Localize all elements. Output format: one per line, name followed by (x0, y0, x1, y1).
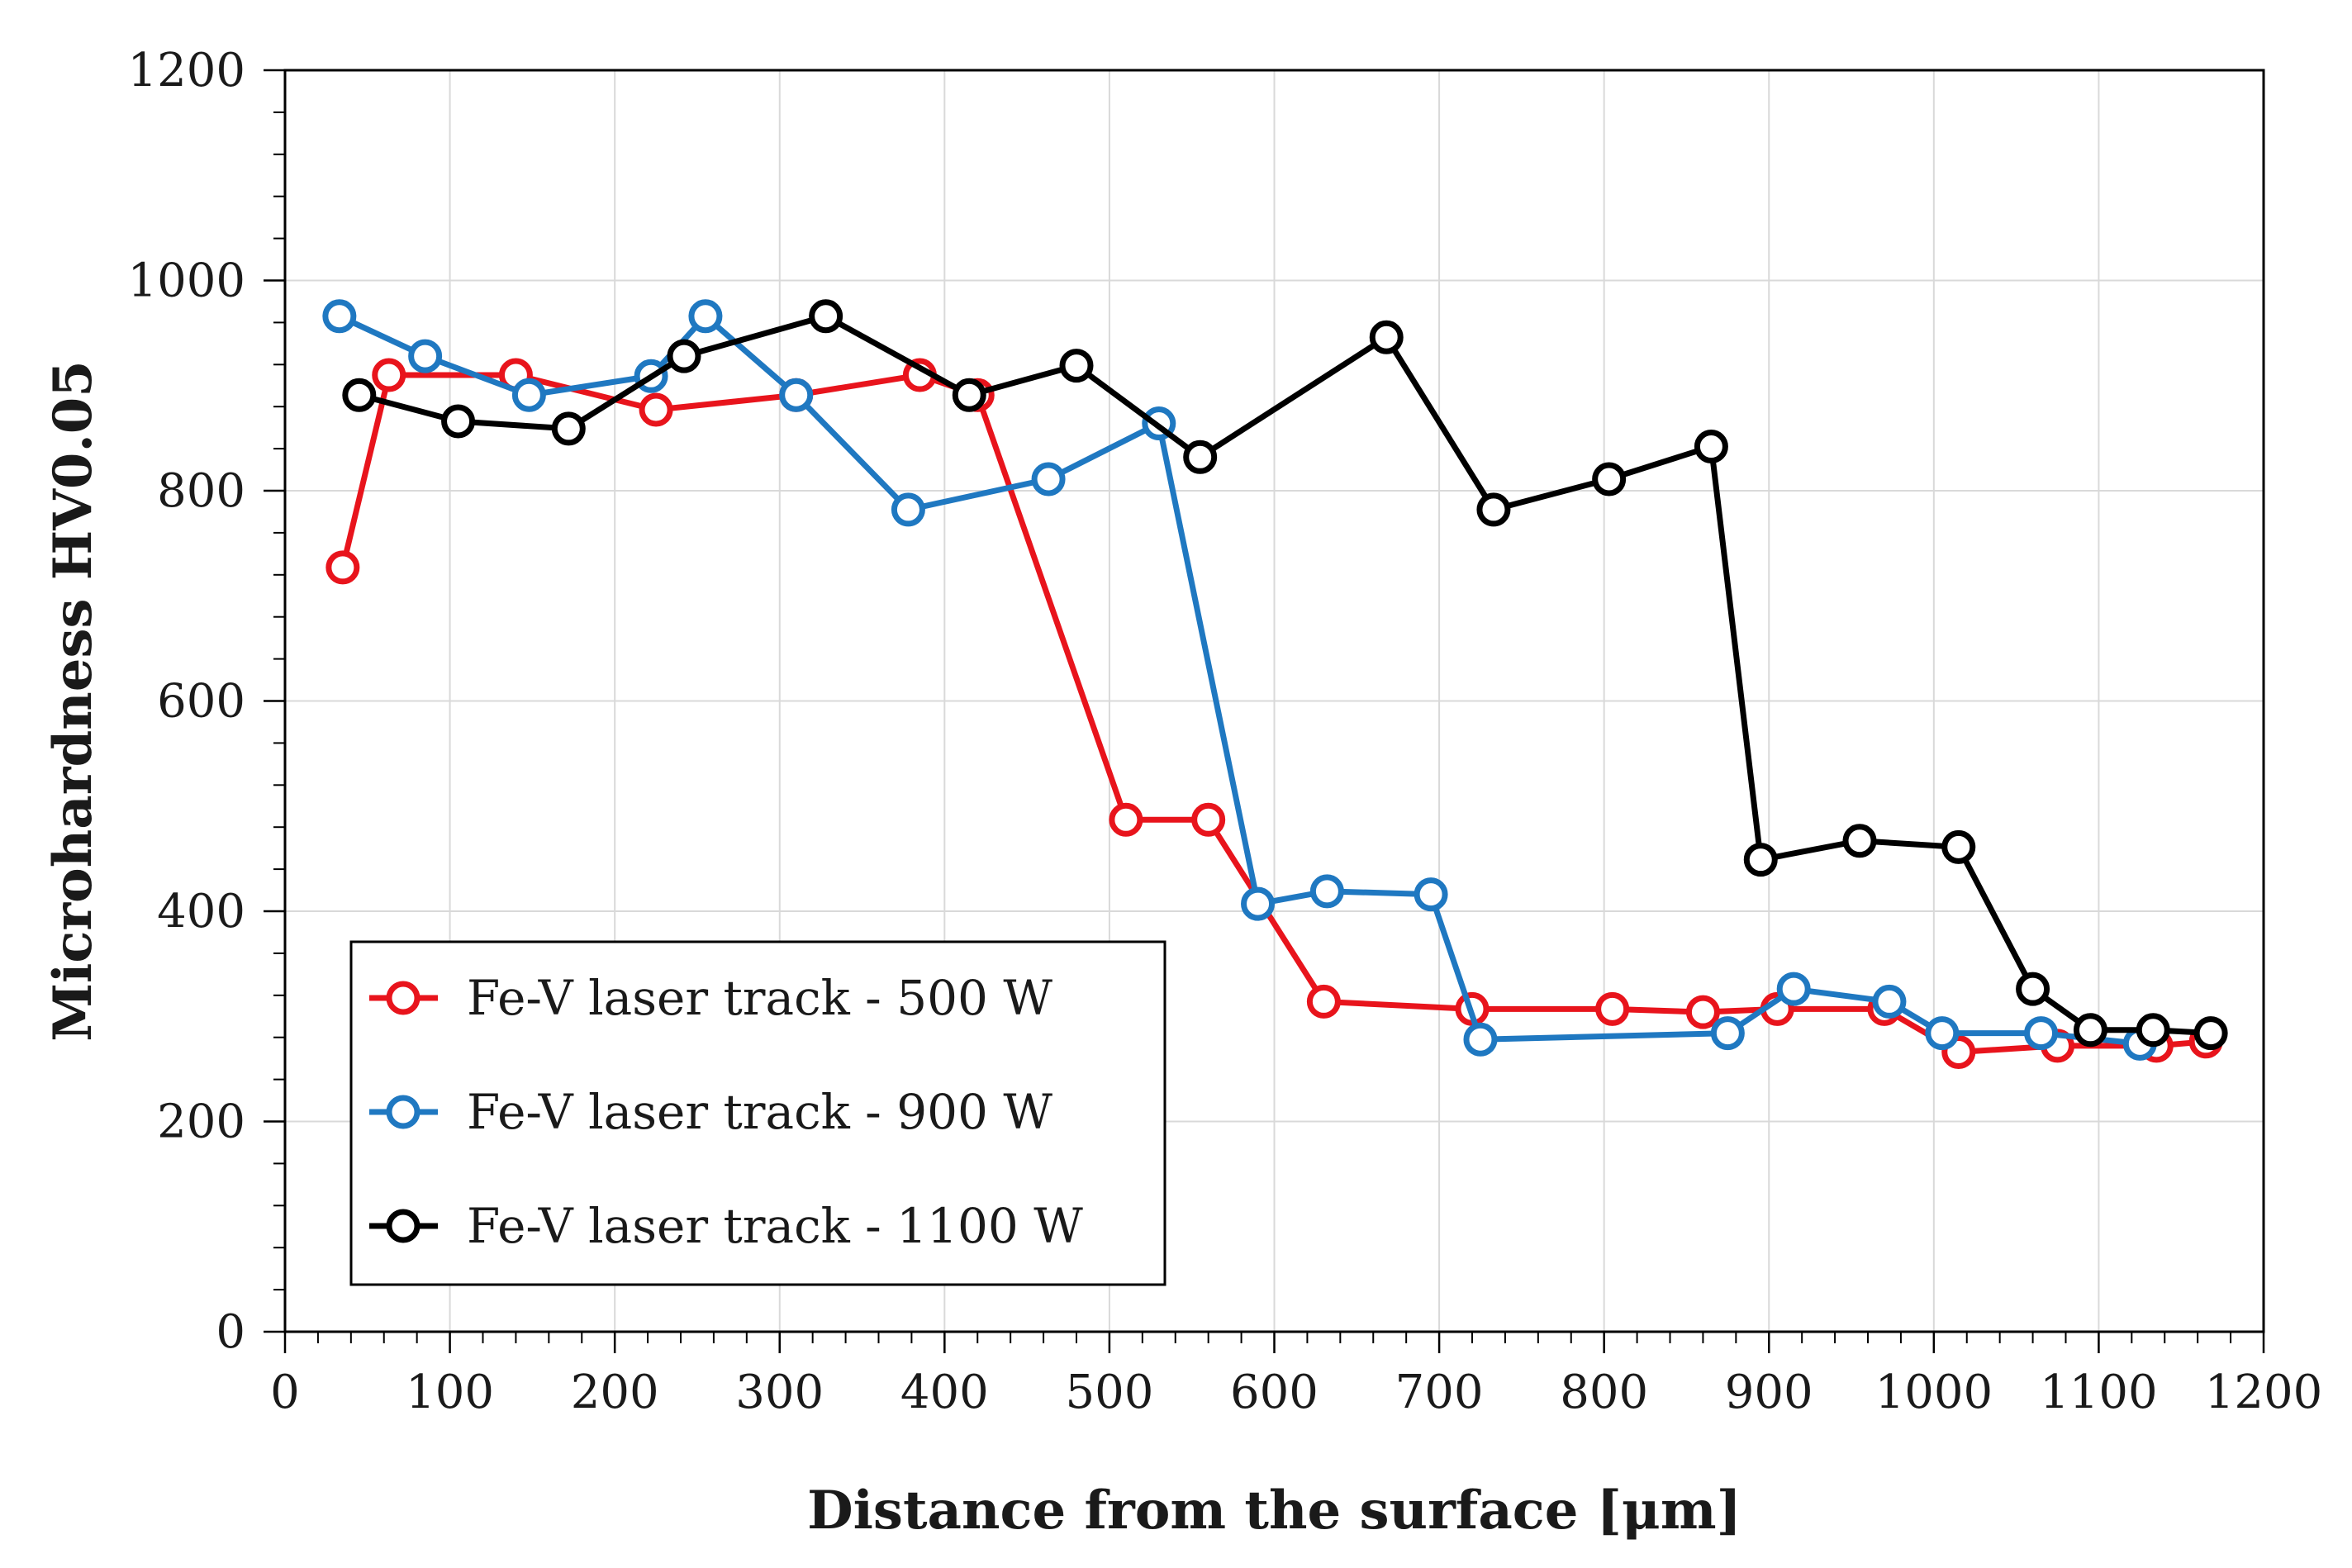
data-point (2193, 1016, 2228, 1051)
axes (283, 69, 2265, 1333)
legend-entry: Fe-V laser track - 1100 W (369, 1198, 1083, 1254)
data-point (1306, 984, 1341, 1019)
data-point (1694, 430, 1728, 464)
data-point (639, 392, 673, 427)
data-point (1183, 440, 1218, 474)
data-point (1414, 877, 1448, 912)
x-tick-label: 1200 (2205, 1366, 2323, 1419)
x-tick-label: 100 (406, 1366, 494, 1419)
x-tick-label: 900 (1725, 1366, 1813, 1419)
data-point (1941, 829, 1976, 864)
data-point (667, 339, 701, 373)
data-point (322, 299, 357, 334)
x-tick-label: 0 (270, 1366, 300, 1419)
legend-label: Fe-V laser track - 900 W (467, 1084, 1052, 1140)
data-point (2016, 972, 2050, 1006)
y-tick-label: 0 (216, 1305, 245, 1359)
y-axis-title: Microhardness HV0.05 (42, 360, 104, 1042)
data-point (1476, 492, 1511, 527)
data-point (779, 378, 814, 412)
minor-ticks (264, 69, 2265, 1353)
data-point (1743, 843, 1778, 877)
y-tick-label: 600 (157, 675, 245, 729)
y-tick-label: 1200 (127, 44, 245, 97)
x-axis-title: Distance from the surface [μm] (807, 1480, 1741, 1542)
data-point (1776, 972, 1811, 1006)
series-3 (342, 299, 2228, 1051)
legend: Fe-V laser track - 500 W Fe-V laser track… (349, 940, 1166, 1286)
data-point (1241, 886, 1276, 921)
data-point (809, 299, 843, 334)
data-point (1842, 824, 1877, 858)
legend-label: Fe-V laser track - 1100 W (467, 1198, 1083, 1254)
data-point (688, 299, 723, 334)
data-point (511, 378, 546, 412)
y-tick-label: 1000 (127, 254, 245, 308)
data-point (408, 339, 443, 373)
data-point (1592, 462, 1627, 497)
series-layer (322, 299, 2228, 1070)
data-point (891, 492, 925, 527)
data-point (551, 411, 586, 446)
data-point (2073, 1013, 2107, 1048)
y-tick-label: 800 (157, 464, 245, 518)
data-point (1710, 1016, 1745, 1051)
plot-frame (283, 69, 2265, 1333)
data-point (1031, 462, 1066, 497)
data-point (372, 358, 406, 392)
legend-label: Fe-V laser track - 500 W (467, 970, 1052, 1026)
x-tick-label: 200 (571, 1366, 659, 1419)
x-tick-label: 1100 (2040, 1366, 2158, 1419)
data-point (2136, 1013, 2170, 1048)
y-tick-label: 400 (157, 885, 245, 938)
legend-box (349, 940, 1166, 1286)
series-line (338, 313, 2141, 1047)
data-point (1685, 995, 1720, 1029)
data-point (1872, 984, 1907, 1019)
legend-marker (386, 981, 421, 1015)
legend-marker (386, 1095, 421, 1129)
x-tick-label: 1000 (1875, 1366, 1993, 1419)
legend-marker (386, 1209, 421, 1243)
data-point (1309, 874, 1344, 909)
data-point (1191, 802, 1226, 837)
data-point (1925, 1016, 1960, 1051)
legend-entry: Fe-V laser track - 900 W (369, 1084, 1052, 1140)
data-point (1463, 1022, 1498, 1057)
data-point (441, 404, 476, 439)
y-tick-label: 200 (157, 1095, 245, 1149)
x-tick-label: 700 (1395, 1366, 1484, 1419)
x-tick-label: 800 (1560, 1366, 1648, 1419)
data-point (1369, 320, 1404, 354)
data-point (2024, 1016, 2059, 1051)
data-point (1059, 349, 1094, 383)
x-tick-label: 300 (735, 1366, 824, 1419)
x-tick-label: 500 (1065, 1366, 1153, 1419)
x-tick-label: 400 (900, 1366, 989, 1419)
legend-entry: Fe-V laser track - 500 W (369, 970, 1052, 1026)
data-point (1109, 802, 1143, 837)
data-point (342, 378, 377, 412)
data-point (325, 550, 360, 585)
data-point (952, 378, 986, 412)
data-point (1595, 991, 1630, 1026)
x-tick-label: 600 (1230, 1366, 1319, 1419)
tick-labels: 0 100 200 300 400 500 600 700 800 900 1000 1100 1200… (127, 44, 2322, 1419)
